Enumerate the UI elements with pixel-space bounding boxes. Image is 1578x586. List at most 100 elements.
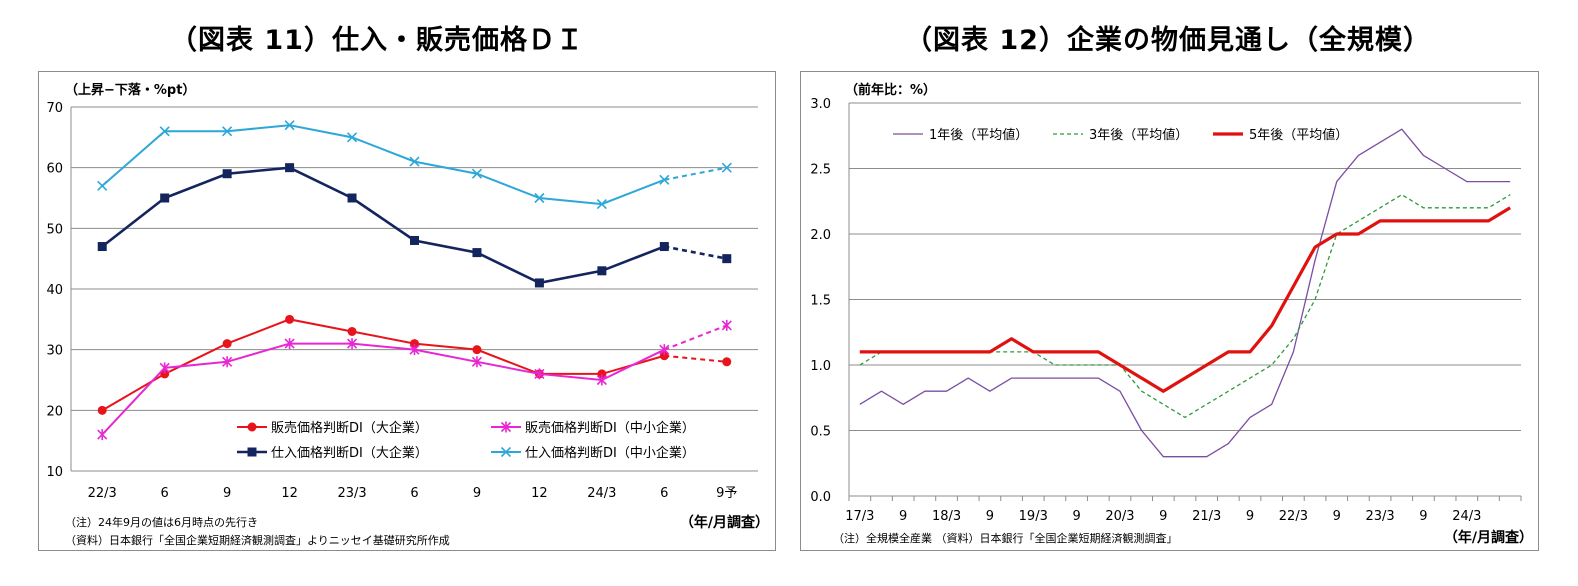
data-point bbox=[596, 374, 607, 386]
series-line bbox=[101, 342, 665, 436]
x-axis-label: （年/月調査） bbox=[680, 514, 769, 531]
series-4 bbox=[97, 120, 732, 210]
legend-label: 販売価格判断DI（大企業） bbox=[271, 420, 428, 436]
data-point bbox=[347, 326, 357, 336]
x-tick-label: 19/3 bbox=[1019, 509, 1048, 524]
legend-item: 仕入価格判断DI（中小企業） bbox=[491, 445, 695, 461]
source-text: （資料）日本銀行「全国企業短期経済観測調査」よりニッセイ基礎研究所作成 bbox=[65, 533, 450, 547]
x-tick-label: 9 bbox=[1419, 509, 1427, 524]
x-tick-label: 23/3 bbox=[337, 486, 366, 501]
data-point bbox=[160, 193, 170, 203]
series-line bbox=[101, 318, 665, 412]
data-point bbox=[472, 248, 482, 258]
data-point bbox=[347, 193, 357, 203]
series-line bbox=[101, 166, 665, 285]
y-tick-label: 50 bbox=[46, 222, 63, 237]
y-tick-label: 70 bbox=[46, 101, 63, 116]
data-point bbox=[597, 369, 607, 379]
x-tick-label: 6 bbox=[161, 486, 169, 501]
y-tick-label: 20 bbox=[46, 404, 63, 419]
data-point bbox=[596, 199, 607, 210]
x-axis-label: （年/月調査） bbox=[1444, 529, 1533, 546]
data-point bbox=[534, 368, 545, 380]
chart-12: （前年比：%） 0.0 0.5 1.0 1.5 2.0 2.5 3.0 17/3 9 18/3 9 19… bbox=[810, 82, 1533, 546]
chart-11: （上昇−下落・%pt） 10 20 30 40 50 60 70 22/3 6 9 12 23/3 6 9 1… bbox=[46, 82, 769, 547]
x-tick-label: 9 bbox=[473, 486, 481, 501]
data-point bbox=[471, 356, 483, 368]
legend-marker bbox=[247, 422, 257, 432]
data-point bbox=[410, 235, 419, 245]
series-line-forecast bbox=[663, 324, 728, 351]
x-tick-label: 9 bbox=[899, 509, 907, 524]
data-point bbox=[97, 242, 107, 252]
series-line-1 bbox=[859, 128, 1511, 458]
legend-marker bbox=[500, 421, 512, 433]
data-point bbox=[222, 169, 232, 179]
x-tick-label: 9 bbox=[223, 486, 231, 501]
legend-item: 5年後（平均値） bbox=[1213, 127, 1348, 143]
x-tick-label: 9 bbox=[1246, 509, 1254, 524]
data-point bbox=[659, 174, 670, 185]
data-point bbox=[410, 339, 419, 349]
data-point bbox=[471, 168, 483, 179]
y-axis-unit-label: （上昇−下落・%pt） bbox=[65, 82, 195, 98]
series-line-forecast bbox=[664, 245, 728, 260]
data-point bbox=[285, 163, 295, 173]
y-tick-label: 10 bbox=[46, 465, 63, 480]
series-line-forecast bbox=[664, 166, 727, 181]
x-tick-label: 23/3 bbox=[1365, 509, 1394, 524]
series-3 bbox=[97, 163, 732, 288]
legend-marker bbox=[500, 446, 512, 458]
legend-label: 3年後（平均値） bbox=[1089, 127, 1188, 143]
legend-label: 1年後（平均値） bbox=[929, 127, 1028, 143]
data-point bbox=[721, 162, 732, 173]
x-tick-label: 24/3 bbox=[587, 486, 616, 501]
data-point bbox=[659, 344, 670, 356]
y-tick-label: 60 bbox=[46, 162, 63, 177]
x-tick-label: 9 bbox=[1333, 509, 1341, 524]
y-tick-label: 40 bbox=[46, 283, 63, 298]
data-point bbox=[222, 339, 232, 349]
x-tick-label: 6 bbox=[410, 486, 418, 501]
data-point bbox=[659, 242, 669, 252]
data-point bbox=[97, 180, 108, 191]
x-tick-label: 21/3 bbox=[1192, 509, 1221, 524]
data-point bbox=[534, 192, 545, 204]
legend-label: 仕入価格判断DI（中小企業） bbox=[525, 445, 695, 461]
y-tick-label: 3.0 bbox=[810, 97, 831, 112]
data-point bbox=[721, 319, 732, 331]
legend-item: 3年後（平均値） bbox=[1053, 127, 1188, 143]
x-tick-label: 12 bbox=[281, 486, 298, 501]
x-tick-label: 9 bbox=[986, 509, 994, 524]
legend-item: 販売価格判断DI（中小企業） bbox=[491, 420, 695, 436]
note-text: （注）24年9月の値は6月時点の先行き bbox=[65, 515, 258, 529]
x-tick-label: 9 bbox=[1159, 509, 1167, 524]
x-tick-label: 12 bbox=[531, 486, 548, 501]
y-tick-label: 30 bbox=[46, 344, 63, 359]
data-point bbox=[284, 338, 295, 350]
data-point bbox=[409, 156, 420, 167]
data-point bbox=[346, 132, 358, 143]
chart-panel-11: （上昇−下落・%pt） 10 20 30 40 50 60 70 22/3 6 9 12 23/3 6 9 1… bbox=[38, 71, 776, 551]
legend-label: 販売価格判断DI（中小企業） bbox=[525, 420, 695, 436]
data-point bbox=[659, 351, 669, 361]
chart-panel-12: （前年比：%） 0.0 0.5 1.0 1.5 2.0 2.5 3.0 17/3 9 18/3 9 19… bbox=[800, 71, 1539, 551]
chart-title-11: （図表 11）仕入・販売価格ＤＩ bbox=[170, 25, 584, 56]
data-point bbox=[409, 344, 420, 356]
series-line-3 bbox=[859, 206, 1511, 393]
x-tick-label: 9 bbox=[1072, 509, 1080, 524]
x-tick-label: 18/3 bbox=[932, 509, 961, 524]
data-point bbox=[472, 345, 482, 355]
data-point bbox=[159, 362, 170, 374]
series-line bbox=[101, 124, 665, 206]
x-tick-label: 6 bbox=[660, 486, 668, 501]
data-point bbox=[534, 278, 544, 288]
x-tick-label: 22/3 bbox=[88, 486, 117, 501]
x-tick-label: 9予 bbox=[716, 486, 737, 501]
y-tick-label: 1.5 bbox=[810, 294, 831, 309]
note-text: （注）全規模全産業 （資料）日本銀行「全国企業短期経済観測調査」 bbox=[833, 531, 1178, 545]
x-tick-label: 20/3 bbox=[1105, 509, 1134, 524]
legend-item: 販売価格判断DI（大企業） bbox=[237, 420, 428, 436]
data-point bbox=[222, 126, 233, 137]
y-tick-label: 1.0 bbox=[810, 359, 831, 374]
